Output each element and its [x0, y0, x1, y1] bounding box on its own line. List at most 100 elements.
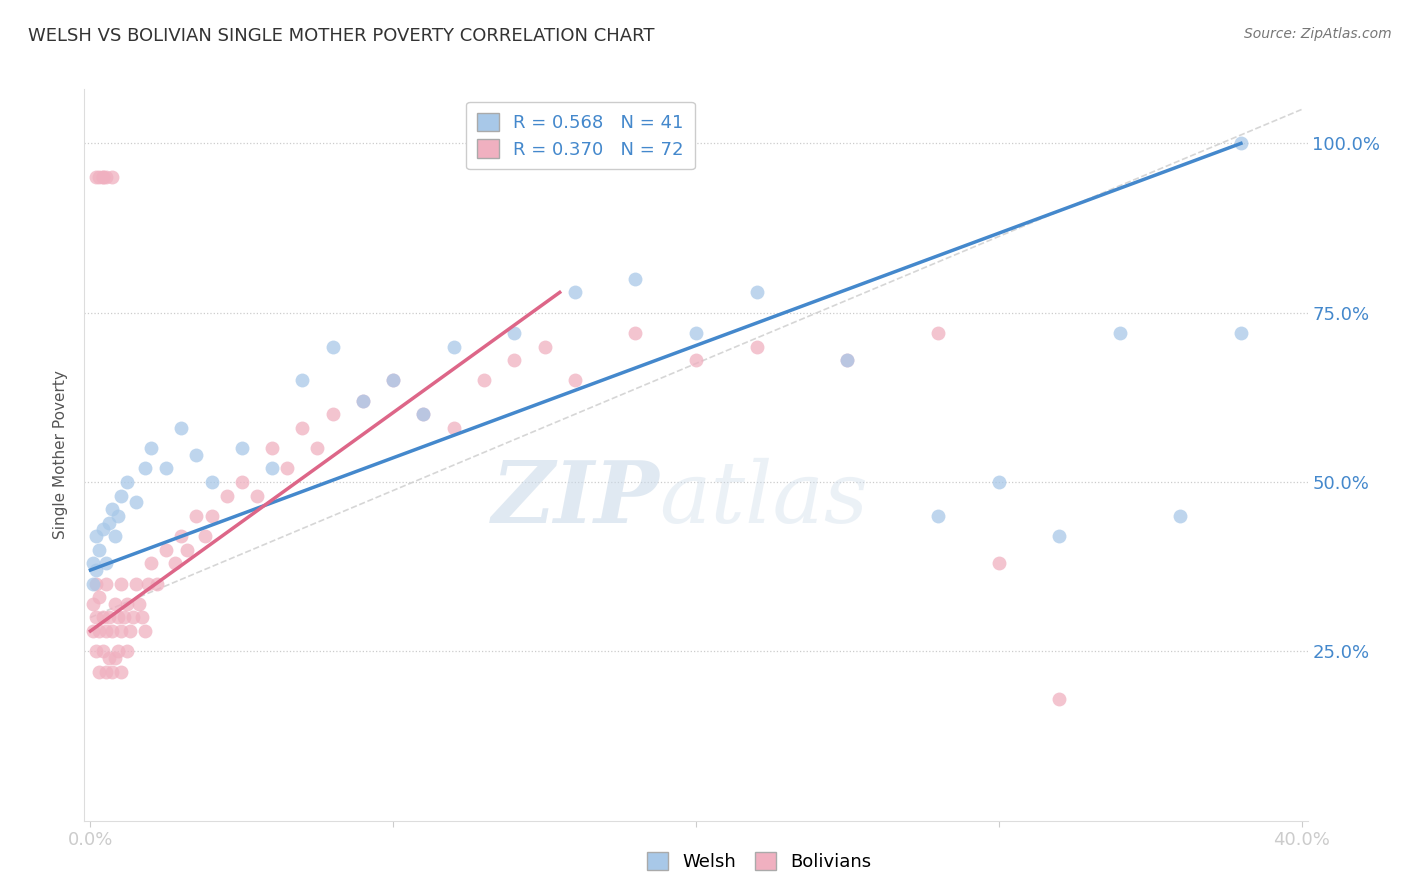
Point: [291, 421, 314, 435]
Point: [100, 665, 122, 679]
Point: [1230, 326, 1253, 340]
Point: [115, 644, 138, 658]
Point: [200, 508, 222, 523]
Point: [624, 326, 647, 340]
Point: [86, 529, 108, 543]
Text: Source: ZipAtlas.com: Source: ZipAtlas.com: [1244, 27, 1392, 41]
Point: [155, 461, 177, 475]
Text: ZIP: ZIP: [492, 457, 659, 541]
Point: [107, 508, 129, 523]
Point: [472, 373, 495, 387]
Point: [564, 285, 586, 300]
Point: [146, 576, 169, 591]
Point: [155, 542, 177, 557]
Point: [987, 556, 1010, 570]
Point: [136, 576, 159, 591]
Point: [89, 590, 111, 604]
Point: [246, 489, 269, 503]
Point: [91, 644, 114, 658]
Point: [139, 556, 162, 570]
Legend: R = 0.568   N = 41, R = 0.370   N = 72: R = 0.568 N = 41, R = 0.370 N = 72: [467, 102, 695, 169]
Point: [1108, 326, 1130, 340]
Point: [1047, 529, 1070, 543]
Point: [276, 461, 298, 475]
Point: [94, 576, 117, 591]
Point: [165, 556, 187, 570]
Point: [382, 373, 405, 387]
Point: [94, 624, 117, 638]
Point: [231, 475, 253, 489]
Text: WELSH VS BOLIVIAN SINGLE MOTHER POVERTY CORRELATION CHART: WELSH VS BOLIVIAN SINGLE MOTHER POVERTY …: [28, 27, 655, 45]
Point: [104, 651, 127, 665]
Point: [443, 340, 465, 354]
Point: [503, 353, 526, 368]
Text: atlas: atlas: [659, 458, 869, 541]
Point: [194, 529, 217, 543]
Point: [837, 353, 859, 368]
Point: [100, 624, 122, 638]
Point: [837, 353, 859, 368]
Point: [533, 340, 555, 354]
Point: [91, 523, 114, 537]
Point: [100, 502, 122, 516]
Point: [91, 170, 114, 185]
Point: [94, 556, 117, 570]
Point: [115, 475, 138, 489]
Point: [231, 441, 253, 455]
Point: [82, 556, 104, 570]
Point: [97, 516, 120, 530]
Point: [86, 610, 108, 624]
Point: [139, 441, 162, 455]
Point: [186, 508, 208, 523]
Point: [107, 644, 129, 658]
Point: [89, 665, 111, 679]
Point: [927, 508, 949, 523]
Point: [134, 461, 156, 475]
Point: [186, 448, 208, 462]
Y-axis label: Single Mother Poverty: Single Mother Poverty: [53, 370, 69, 540]
Point: [262, 441, 284, 455]
Point: [176, 542, 198, 557]
Point: [86, 563, 108, 577]
Point: [352, 393, 374, 408]
Point: [352, 393, 374, 408]
Point: [291, 373, 314, 387]
Point: [110, 624, 132, 638]
Point: [1170, 508, 1192, 523]
Point: [82, 624, 104, 638]
Point: [745, 285, 768, 300]
Point: [307, 441, 329, 455]
Point: [94, 665, 117, 679]
Point: [89, 542, 111, 557]
Point: [382, 373, 405, 387]
Point: [89, 624, 111, 638]
Point: [134, 624, 156, 638]
Point: [131, 610, 153, 624]
Point: [1047, 691, 1070, 706]
Point: [86, 644, 108, 658]
Point: [443, 421, 465, 435]
Point: [200, 475, 222, 489]
Point: [118, 624, 141, 638]
Point: [412, 407, 434, 421]
Point: [97, 651, 120, 665]
Point: [107, 610, 129, 624]
Point: [125, 576, 148, 591]
Point: [104, 597, 127, 611]
Point: [125, 495, 148, 509]
Point: [927, 326, 949, 340]
Point: [86, 170, 108, 185]
Point: [624, 272, 647, 286]
Point: [82, 597, 104, 611]
Point: [104, 529, 127, 543]
Point: [121, 610, 143, 624]
Point: [91, 170, 114, 185]
Point: [100, 170, 122, 185]
Point: [110, 576, 132, 591]
Legend: Welsh, Bolivians: Welsh, Bolivians: [640, 845, 879, 879]
Point: [322, 407, 344, 421]
Point: [685, 326, 707, 340]
Point: [170, 529, 193, 543]
Point: [82, 576, 104, 591]
Point: [110, 665, 132, 679]
